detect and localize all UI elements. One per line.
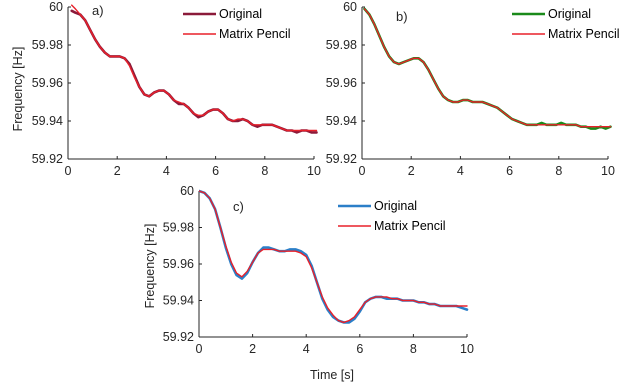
y-tick-label-b: 59.94 [326, 114, 357, 128]
x-tick-label-c: 0 [196, 342, 203, 356]
legend-label-b: Original [548, 7, 591, 21]
panel-label-b: b) [396, 9, 408, 24]
y-tick-label-a: 60 [49, 0, 63, 14]
xlabel-c: Time [s] [310, 368, 354, 382]
y-tick-label-c: 59.96 [163, 257, 194, 271]
y-tick-label-b: 59.92 [326, 152, 357, 166]
x-tick-label-c: 4 [303, 342, 310, 356]
x-tick-label-b: 4 [457, 164, 464, 178]
x-tick-label-c: 2 [249, 342, 256, 356]
y-tick-label-c: 59.92 [163, 330, 194, 344]
series-line-b-matrix-pencil [363, 8, 612, 128]
x-tick-label-a: 2 [114, 164, 121, 178]
legend-label-a: Original [219, 7, 262, 21]
legend-label-c: Original [374, 199, 417, 213]
series-line-c-matrix-pencil [199, 190, 468, 324]
y-tick-label-a: 59.98 [32, 38, 63, 52]
legend-label-c: Matrix Pencil [374, 219, 446, 233]
legend-label-b: Matrix Pencil [548, 27, 620, 41]
y-tick-label-a: 59.92 [32, 152, 63, 166]
x-tick-label-a: 4 [163, 164, 170, 178]
panel-label-a: a) [92, 3, 104, 18]
x-tick-label-b: 10 [601, 164, 615, 178]
legend-label-a: Matrix Pencil [219, 27, 291, 41]
panel-label-c: c) [233, 199, 244, 214]
ylabel-a: Frequency [Hz] [11, 47, 25, 132]
x-tick-label-c: 6 [356, 342, 363, 356]
series-line-a-matrix-pencil [71, 4, 318, 132]
x-tick-label-c: 10 [460, 342, 474, 356]
y-tick-label-b: 59.98 [326, 38, 357, 52]
x-tick-label-b: 8 [555, 164, 562, 178]
y-tick-label-b: 59.96 [326, 76, 357, 90]
x-tick-label-a: 8 [261, 164, 268, 178]
y-tick-label-a: 59.94 [32, 114, 63, 128]
x-tick-label-a: 10 [307, 164, 321, 178]
y-tick-label-c: 59.98 [163, 221, 194, 235]
x-tick-label-c: 8 [410, 342, 417, 356]
x-tick-label-a: 0 [65, 164, 72, 178]
y-tick-label-c: 59.94 [163, 294, 194, 308]
x-tick-label-b: 6 [506, 164, 513, 178]
x-tick-label-b: 0 [359, 164, 366, 178]
x-tick-label-a: 6 [212, 164, 219, 178]
y-tick-label-a: 59.96 [32, 76, 63, 90]
chart-a: 0 2 4 6 8 10 59.92 59.94 59.96 59.98 60 a) Original M… [32, 0, 321, 178]
x-tick-label-b: 2 [408, 164, 415, 178]
ylabel-c: Frequency [Hz] [143, 224, 157, 309]
y-tick-label-b: 60 [343, 0, 357, 14]
chart-b: 0 2 4 6 8 10 59.92 59.94 59.96 59.98 60 b) Original M… [326, 0, 620, 178]
chart-c: 0 2 4 6 8 10 59.92 59.94 59.96 59.98 60 c) Original M… [163, 184, 474, 356]
y-tick-label-c: 60 [180, 184, 194, 198]
